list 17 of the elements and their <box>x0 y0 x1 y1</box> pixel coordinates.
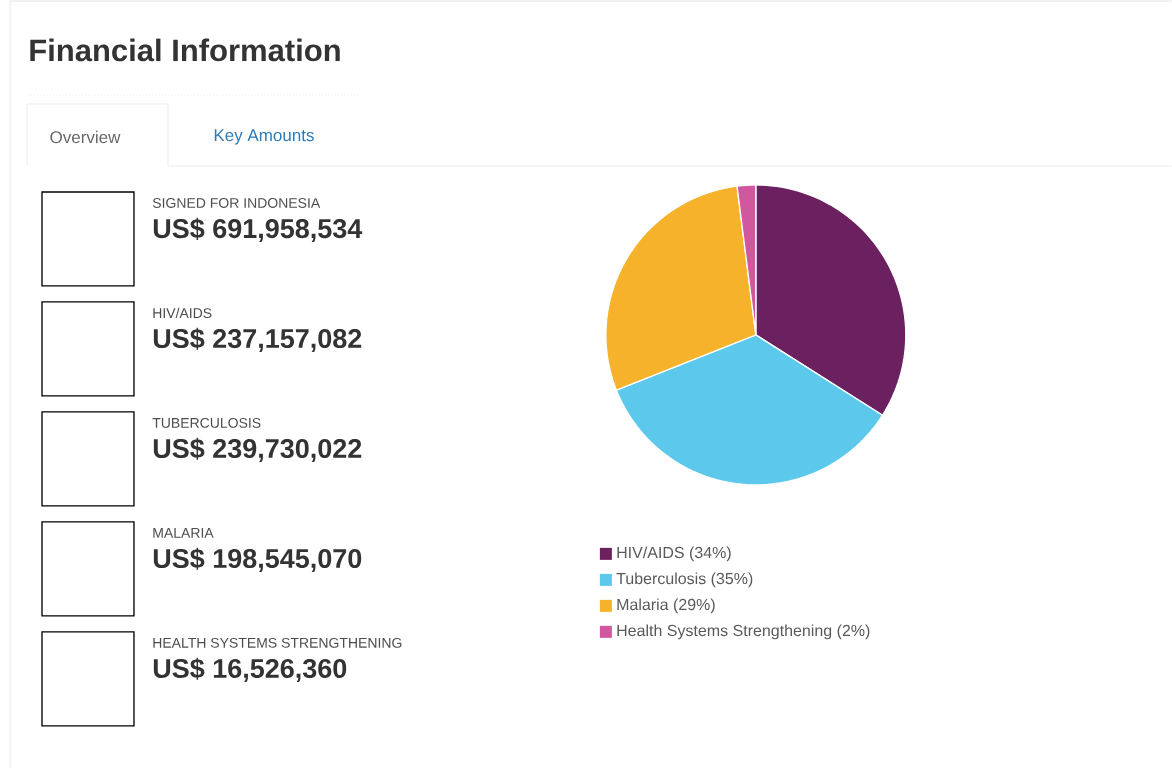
legend-label: Health Systems Strengthening (2%) <box>617 624 870 640</box>
text: TUBERCULOSIS <box>152 417 261 428</box>
text: US$ 237,157,082 <box>153 327 362 352</box>
text: MALARIA <box>153 528 214 538</box>
text: US$ 16,526,360 <box>153 657 347 682</box>
text: Key Amounts <box>214 129 314 145</box>
text: HEALTH SYSTEMS STRENGTHENING <box>153 637 402 648</box>
legend-label: HIV/AIDS (34%) <box>617 546 731 562</box>
text: US$ 239,730,022 <box>153 437 362 462</box>
text: US$ 691,958,534 <box>153 217 363 243</box>
text: Overview <box>50 130 121 144</box>
text: HIV/AIDS <box>153 307 212 319</box>
text: US$ 198,545,070 <box>153 547 362 572</box>
text: SIGNED FOR INDONESIA <box>152 197 321 208</box>
text: Financial Information <box>30 38 340 62</box>
legend-label: Malaria (29%) <box>617 598 715 614</box>
legend-label: Tuberculosis (35%) <box>616 572 753 588</box>
